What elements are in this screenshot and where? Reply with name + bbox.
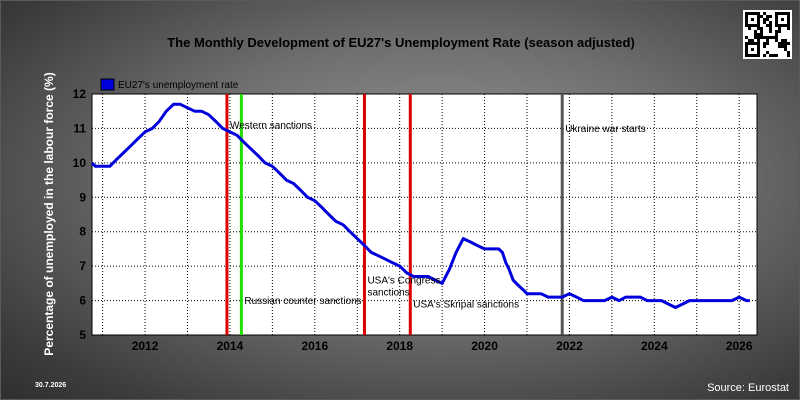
source-text: Source: Eurostat [707, 382, 789, 394]
legend: EU27's unemployment rate [100, 78, 239, 91]
y-tick-label: 6 [79, 294, 86, 308]
event-label: USA's Congress sanctions [367, 275, 440, 298]
x-axis-ticks: 2012 2014 2016 2018 2020 2022 2024 2026 [132, 339, 753, 353]
plot-area [91, 93, 758, 336]
x-tick-label: 2020 [471, 339, 498, 353]
y-tick-label: 5 [79, 328, 86, 342]
y-tick-label: 10 [73, 156, 87, 170]
series-line [90, 102, 750, 309]
event-label: Russian counter sanctions [244, 296, 361, 307]
legend-label: EU27's unemployment rate [118, 80, 239, 91]
x-tick-label: 2014 [217, 339, 244, 353]
series-group [90, 102, 750, 309]
x-tick-label: 2016 [301, 339, 328, 353]
legend-swatch [100, 78, 115, 91]
x-tick-label: 2026 [726, 339, 753, 353]
event-label: Western sanctions [230, 120, 312, 131]
x-tick-label: 2018 [386, 339, 413, 353]
x-tick-label: 2012 [132, 339, 159, 353]
event-labels: Western sanctions Russian counter sanctio… [230, 120, 646, 310]
grid-lines [92, 94, 757, 335]
event-label: Ukraine war starts [565, 124, 646, 135]
x-tick-label: 2022 [556, 339, 583, 353]
y-axis-ticks: 5 6 7 8 9 10 11 12 [73, 87, 87, 342]
y-tick-label: 12 [73, 87, 87, 101]
y-tick-label: 11 [73, 121, 86, 135]
x-tick-label: 2024 [641, 339, 668, 353]
event-label: USA's Skripal sanctions [413, 299, 519, 310]
y-axis-label: Percentage of unemployed in the labour f… [42, 72, 56, 355]
y-tick-label: 8 [79, 225, 86, 239]
qr-code-icon [743, 10, 792, 59]
date-stamp: 30.7.2026 [35, 382, 66, 389]
chart-title: The Monthly Development of EU27's Unempl… [167, 35, 635, 50]
y-tick-label: 9 [79, 190, 86, 204]
y-tick-label: 7 [79, 259, 86, 273]
event-markers [225, 94, 564, 335]
